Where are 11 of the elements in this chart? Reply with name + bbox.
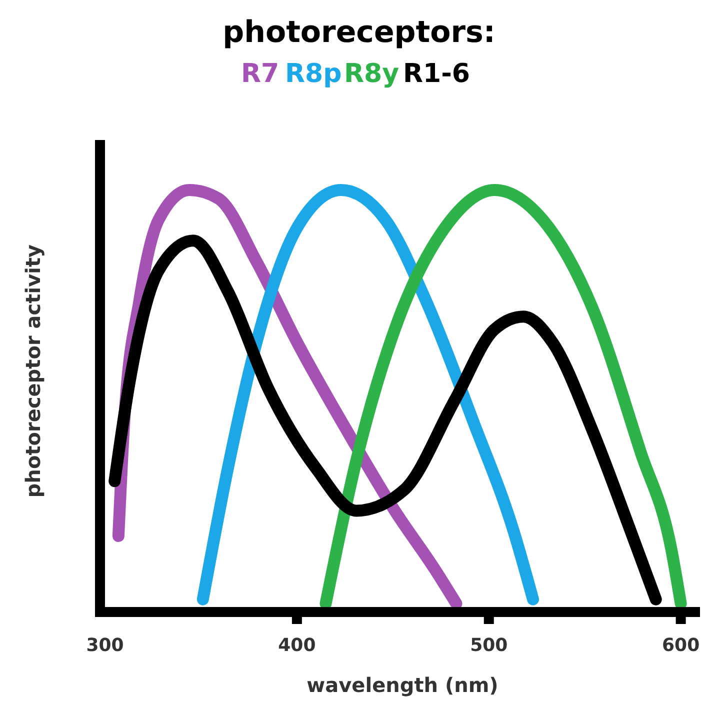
x-tick-label: 400	[278, 634, 316, 656]
x-axis-title: wavelength (nm)	[306, 673, 498, 697]
text: R7	[241, 59, 280, 89]
text: R8p	[285, 59, 342, 89]
x-tick-label: 600	[662, 634, 700, 656]
x-tick-label: 500	[470, 634, 508, 656]
legend-title: photoreceptors:	[222, 15, 496, 50]
y-axis-title: photoreceptor activity	[21, 244, 45, 498]
text: R1-6	[403, 59, 470, 89]
text: R8y	[344, 59, 400, 89]
x-tick-label: 300	[86, 634, 124, 656]
